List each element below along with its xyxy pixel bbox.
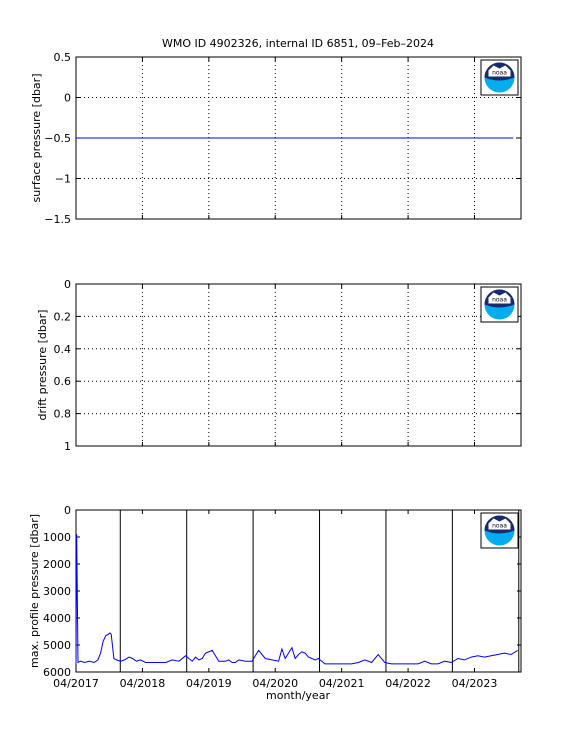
- y-tick-label: 0.6: [54, 375, 72, 388]
- x-tick-label: 04/2017: [53, 677, 99, 690]
- logo-bird: [488, 65, 511, 77]
- noaa-logo: noaa: [480, 512, 519, 549]
- noaa-logo: noaa: [480, 59, 519, 96]
- panel-max-profile-pressure: 0 1000 2000 3000 4000 5000 6000 04/2017 04/2018…: [28, 504, 522, 702]
- x-tick-label: 04/2022: [385, 677, 431, 690]
- chart-title: WMO ID 4902326, internal ID 6851, 09–Feb…: [162, 37, 434, 50]
- x-axis-label: month/year: [266, 689, 330, 702]
- max-profile-pressure-ylabel: max. profile pressure [dbar]: [28, 514, 41, 668]
- noaa-logo: noaa: [480, 286, 519, 323]
- panel-profile-xticks: 04/2017 04/2018 04/2019 04/2020 04/2021 04/20…: [53, 510, 497, 690]
- panel-profile-lines: [75, 534, 518, 665]
- y-tick-label: 0.8: [54, 408, 72, 421]
- logo-bird: [488, 518, 511, 530]
- y-tick-label: −1.5: [44, 213, 71, 226]
- x-tick-label: 04/2018: [120, 677, 166, 690]
- x-tick-label: 04/2023: [452, 677, 498, 690]
- y-tick-label: −1: [55, 173, 71, 186]
- panel-profile-frame: [75, 509, 522, 673]
- y-tick-label: 1000: [43, 531, 71, 544]
- panel-drift-frame: [75, 283, 522, 447]
- logo-bird: [488, 292, 511, 304]
- y-tick-label: 0: [64, 504, 71, 517]
- y-tick-label: 0.5: [54, 51, 72, 64]
- panel-profile-yticks: 0 1000 2000 3000 4000 5000 6000: [43, 504, 521, 679]
- drift-pressure-ylabel: drift pressure [dbar]: [36, 310, 49, 421]
- y-tick-label: 3000: [43, 585, 71, 598]
- y-tick-label: 0.4: [54, 343, 72, 356]
- panel-drift-yticks: 0 0.2 0.4 0.6 0.8 1: [54, 278, 521, 453]
- logo-text: noaa: [492, 523, 507, 530]
- logo-text: noaa: [492, 70, 507, 77]
- panel-surface-pressure: 0.5 0 −0.5 −1 −1.5 surface pressure [dbar]: [30, 51, 522, 226]
- y-tick-label: 5000: [43, 639, 71, 652]
- y-tick-label: 1: [64, 440, 71, 453]
- panel-drift-grid: [76, 284, 521, 446]
- y-tick-label: 0: [64, 278, 71, 291]
- panel-drift-xticks: [75, 284, 476, 446]
- surface-pressure-ylabel: surface pressure [dbar]: [30, 74, 43, 203]
- x-tick-label: 04/2021: [319, 677, 365, 690]
- x-tick-label: 04/2020: [252, 677, 298, 690]
- logo-text: noaa: [492, 297, 507, 304]
- series-line: [75, 534, 518, 665]
- y-tick-label: 2000: [43, 558, 71, 571]
- panel-drift-pressure: 0 0.2 0.4 0.6 0.8 1 drift pressure [dbar]: [36, 278, 522, 453]
- x-tick-label: 04/2019: [186, 677, 232, 690]
- panel-surface-xticks: [75, 57, 476, 219]
- y-tick-label: 0.2: [54, 310, 72, 323]
- y-tick-label: −0.5: [44, 132, 71, 145]
- y-tick-label: 0: [64, 92, 71, 105]
- noaa-logos: noaa noaa noaa: [480, 59, 519, 549]
- y-tick-label: 6000: [43, 666, 71, 679]
- y-tick-label: 4000: [43, 612, 71, 625]
